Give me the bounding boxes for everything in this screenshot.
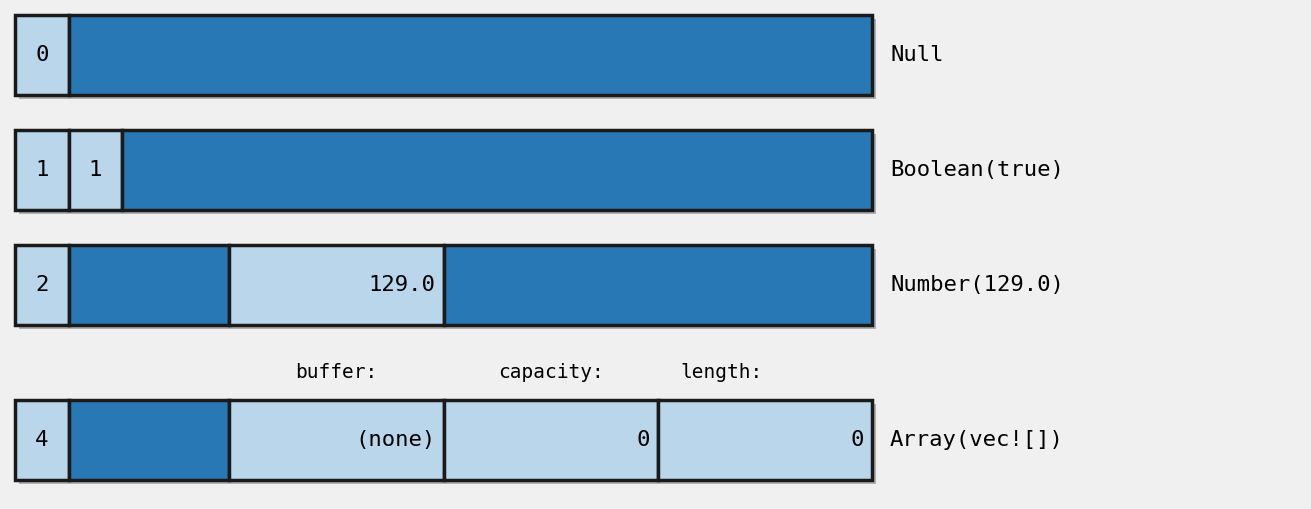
Text: 1: 1 [35, 160, 49, 180]
Text: Boolean(true): Boolean(true) [890, 160, 1063, 180]
Bar [14, 15, 68, 95]
Bar [18, 19, 876, 99]
Bar [229, 245, 443, 325]
Text: Number(129.0): Number(129.0) [890, 275, 1063, 295]
Text: 129.0: 129.0 [368, 275, 435, 295]
Bar [68, 400, 229, 480]
Text: length:: length: [680, 363, 763, 382]
Bar [68, 130, 122, 210]
Text: 1: 1 [89, 160, 102, 180]
Text: 0: 0 [851, 430, 864, 450]
Bar [68, 245, 229, 325]
Bar [443, 245, 872, 325]
Bar [18, 134, 876, 214]
Bar [229, 400, 443, 480]
Text: 2: 2 [35, 275, 49, 295]
Bar [14, 400, 68, 480]
Bar [443, 400, 658, 480]
Bar [122, 130, 872, 210]
Bar [68, 15, 872, 95]
Bar [18, 404, 876, 484]
Text: 4: 4 [35, 430, 49, 450]
Bar [658, 400, 872, 480]
Text: Array(vec![]): Array(vec![]) [890, 430, 1063, 450]
Bar [14, 245, 68, 325]
Text: 0: 0 [35, 45, 49, 65]
Text: (none): (none) [355, 430, 435, 450]
Bar [18, 249, 876, 329]
Text: buffer:: buffer: [295, 363, 378, 382]
Text: Null: Null [890, 45, 944, 65]
Bar [14, 130, 68, 210]
Text: capacity:: capacity: [498, 363, 603, 382]
Text: 0: 0 [636, 430, 650, 450]
